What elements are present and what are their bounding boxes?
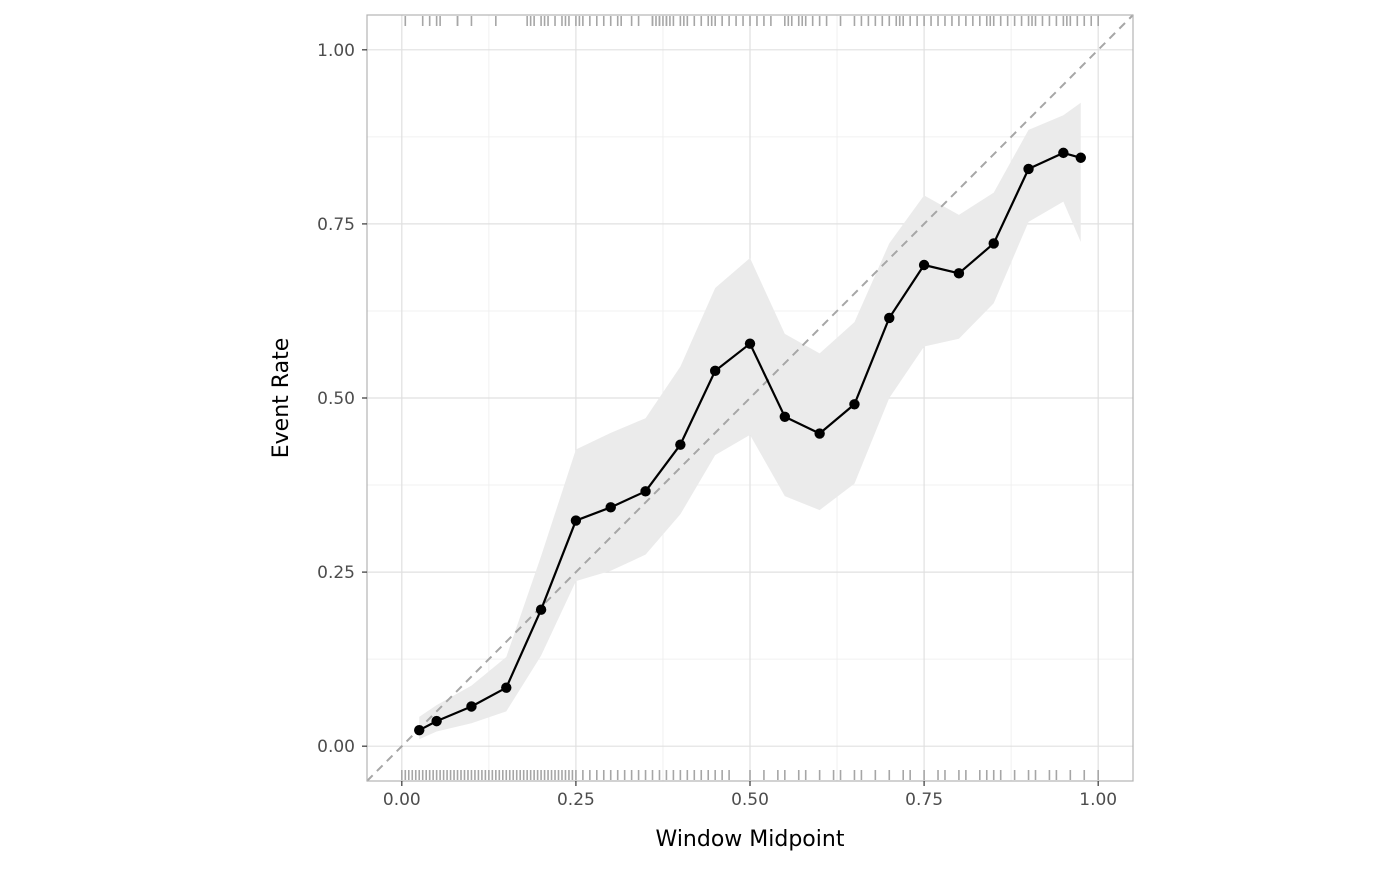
data-point (431, 715, 442, 727)
reference-diagonal-line (366, 14, 1134, 782)
y-axis-title: Event Rate (269, 338, 294, 458)
x-tick-label: 0.00 (383, 790, 421, 810)
y-tick-label: 1.00 (317, 41, 355, 61)
data-point (1058, 147, 1069, 159)
x-tick-label: 1.00 (1079, 790, 1117, 810)
data-point (640, 486, 651, 497)
data-point (535, 604, 547, 615)
data-point (414, 724, 425, 736)
data-point (744, 338, 756, 349)
data-point (988, 238, 999, 249)
x-tick-label: 0.50 (731, 790, 769, 810)
y-tick-label: 0.25 (317, 563, 355, 583)
data-point (466, 701, 477, 712)
data-point (709, 365, 721, 377)
y-tick-label: 0.75 (317, 215, 355, 235)
confidence-ribbon (419, 102, 1081, 740)
data-point (501, 682, 512, 693)
data-point (1023, 163, 1034, 175)
x-tick-label: 0.75 (905, 790, 943, 810)
x-axis-title: Window Midpoint (656, 827, 845, 852)
data-point (918, 259, 930, 271)
y-tick-label: 0.00 (317, 737, 355, 757)
data-point (814, 428, 825, 439)
data-point (953, 268, 965, 279)
data-point (570, 515, 582, 526)
y-tick-label: 0.50 (317, 389, 355, 409)
data-point (605, 502, 616, 513)
data-point (884, 312, 895, 324)
data-point (849, 399, 860, 410)
data-point (675, 439, 686, 450)
data-point (1075, 152, 1086, 163)
x-tick-label: 0.25 (557, 790, 595, 810)
data-point (779, 411, 791, 423)
